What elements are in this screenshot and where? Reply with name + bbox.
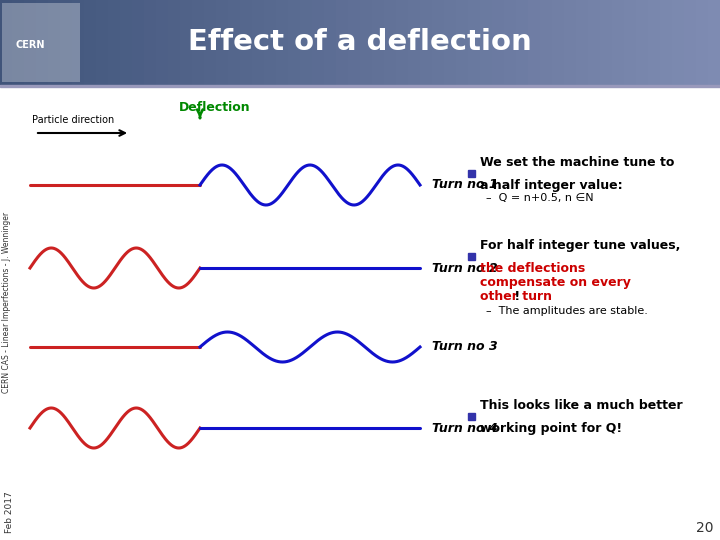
Bar <box>156 0 169 85</box>
Bar <box>0 85 720 87</box>
Bar <box>612 0 625 85</box>
Bar <box>60 0 73 85</box>
Bar <box>420 0 433 85</box>
Bar <box>648 0 661 85</box>
Text: CERN: CERN <box>15 39 45 50</box>
Text: other turn: other turn <box>480 290 552 303</box>
Bar <box>180 0 193 85</box>
Bar <box>204 0 217 85</box>
Text: a half integer value:: a half integer value: <box>480 179 623 192</box>
Bar <box>132 0 145 85</box>
Bar <box>432 0 445 85</box>
Bar <box>468 0 481 85</box>
Bar <box>528 0 541 85</box>
Bar <box>636 0 649 85</box>
Bar <box>216 0 229 85</box>
Text: 20: 20 <box>696 521 714 535</box>
Bar <box>684 0 697 85</box>
Bar <box>336 0 349 85</box>
Bar <box>456 0 469 85</box>
Bar <box>240 0 253 85</box>
Text: This looks like a much better: This looks like a much better <box>480 399 683 412</box>
Bar <box>0 85 720 540</box>
Text: –  Q = n+0.5, n ∈N: – Q = n+0.5, n ∈N <box>486 193 593 203</box>
Bar <box>480 0 493 85</box>
Bar <box>36 0 49 85</box>
Bar <box>588 0 601 85</box>
Bar <box>168 0 181 85</box>
Bar <box>516 0 529 85</box>
Bar <box>696 0 709 85</box>
Bar <box>540 0 553 85</box>
Bar <box>468 170 475 177</box>
Text: For half integer tune values,: For half integer tune values, <box>480 239 680 252</box>
Bar <box>192 0 205 85</box>
Bar <box>348 0 361 85</box>
Bar <box>0 0 13 85</box>
Bar <box>108 0 121 85</box>
Text: Turn no 1: Turn no 1 <box>432 179 498 192</box>
Bar <box>96 0 109 85</box>
Bar <box>504 0 517 85</box>
Bar <box>372 0 385 85</box>
Bar <box>708 0 720 85</box>
Text: Turn no 4: Turn no 4 <box>432 422 498 435</box>
Bar <box>468 253 475 260</box>
Bar <box>48 0 61 85</box>
Bar <box>564 0 577 85</box>
Bar <box>468 413 475 420</box>
Bar <box>144 0 157 85</box>
Text: the deflections: the deflections <box>480 262 585 275</box>
Bar <box>276 0 289 85</box>
Text: Deflection: Deflection <box>179 101 251 114</box>
Bar <box>324 0 337 85</box>
Text: –  The amplitudes are stable.: – The amplitudes are stable. <box>486 306 648 316</box>
Bar <box>444 0 457 85</box>
Text: working point for Q!: working point for Q! <box>480 422 622 435</box>
Bar <box>252 0 265 85</box>
Bar <box>2 3 80 82</box>
Text: compensate on every: compensate on every <box>480 276 631 289</box>
Bar <box>120 0 133 85</box>
Text: Feb 2017: Feb 2017 <box>6 491 14 533</box>
Bar <box>408 0 421 85</box>
Bar <box>300 0 313 85</box>
Bar <box>360 0 373 85</box>
Text: CERN CAS - Linear Imperfections - J. Wenninger: CERN CAS - Linear Imperfections - J. Wen… <box>2 212 12 393</box>
Text: !: ! <box>510 290 520 303</box>
Bar <box>552 0 565 85</box>
Bar <box>72 0 85 85</box>
Text: Turn no 2: Turn no 2 <box>432 261 498 274</box>
Text: Turn no 3: Turn no 3 <box>432 341 498 354</box>
Bar <box>312 0 325 85</box>
Bar <box>660 0 673 85</box>
Text: Effect of a deflection: Effect of a deflection <box>188 29 532 57</box>
Bar <box>576 0 589 85</box>
Bar <box>24 0 37 85</box>
Bar <box>492 0 505 85</box>
Bar <box>600 0 613 85</box>
Bar <box>672 0 685 85</box>
Bar <box>288 0 301 85</box>
Bar <box>624 0 637 85</box>
Text: Particle direction: Particle direction <box>32 115 114 125</box>
Bar <box>264 0 277 85</box>
Bar <box>84 0 97 85</box>
Bar <box>396 0 409 85</box>
Text: We set the machine tune to: We set the machine tune to <box>480 156 675 169</box>
Bar <box>12 0 25 85</box>
Bar <box>228 0 241 85</box>
Bar <box>384 0 397 85</box>
